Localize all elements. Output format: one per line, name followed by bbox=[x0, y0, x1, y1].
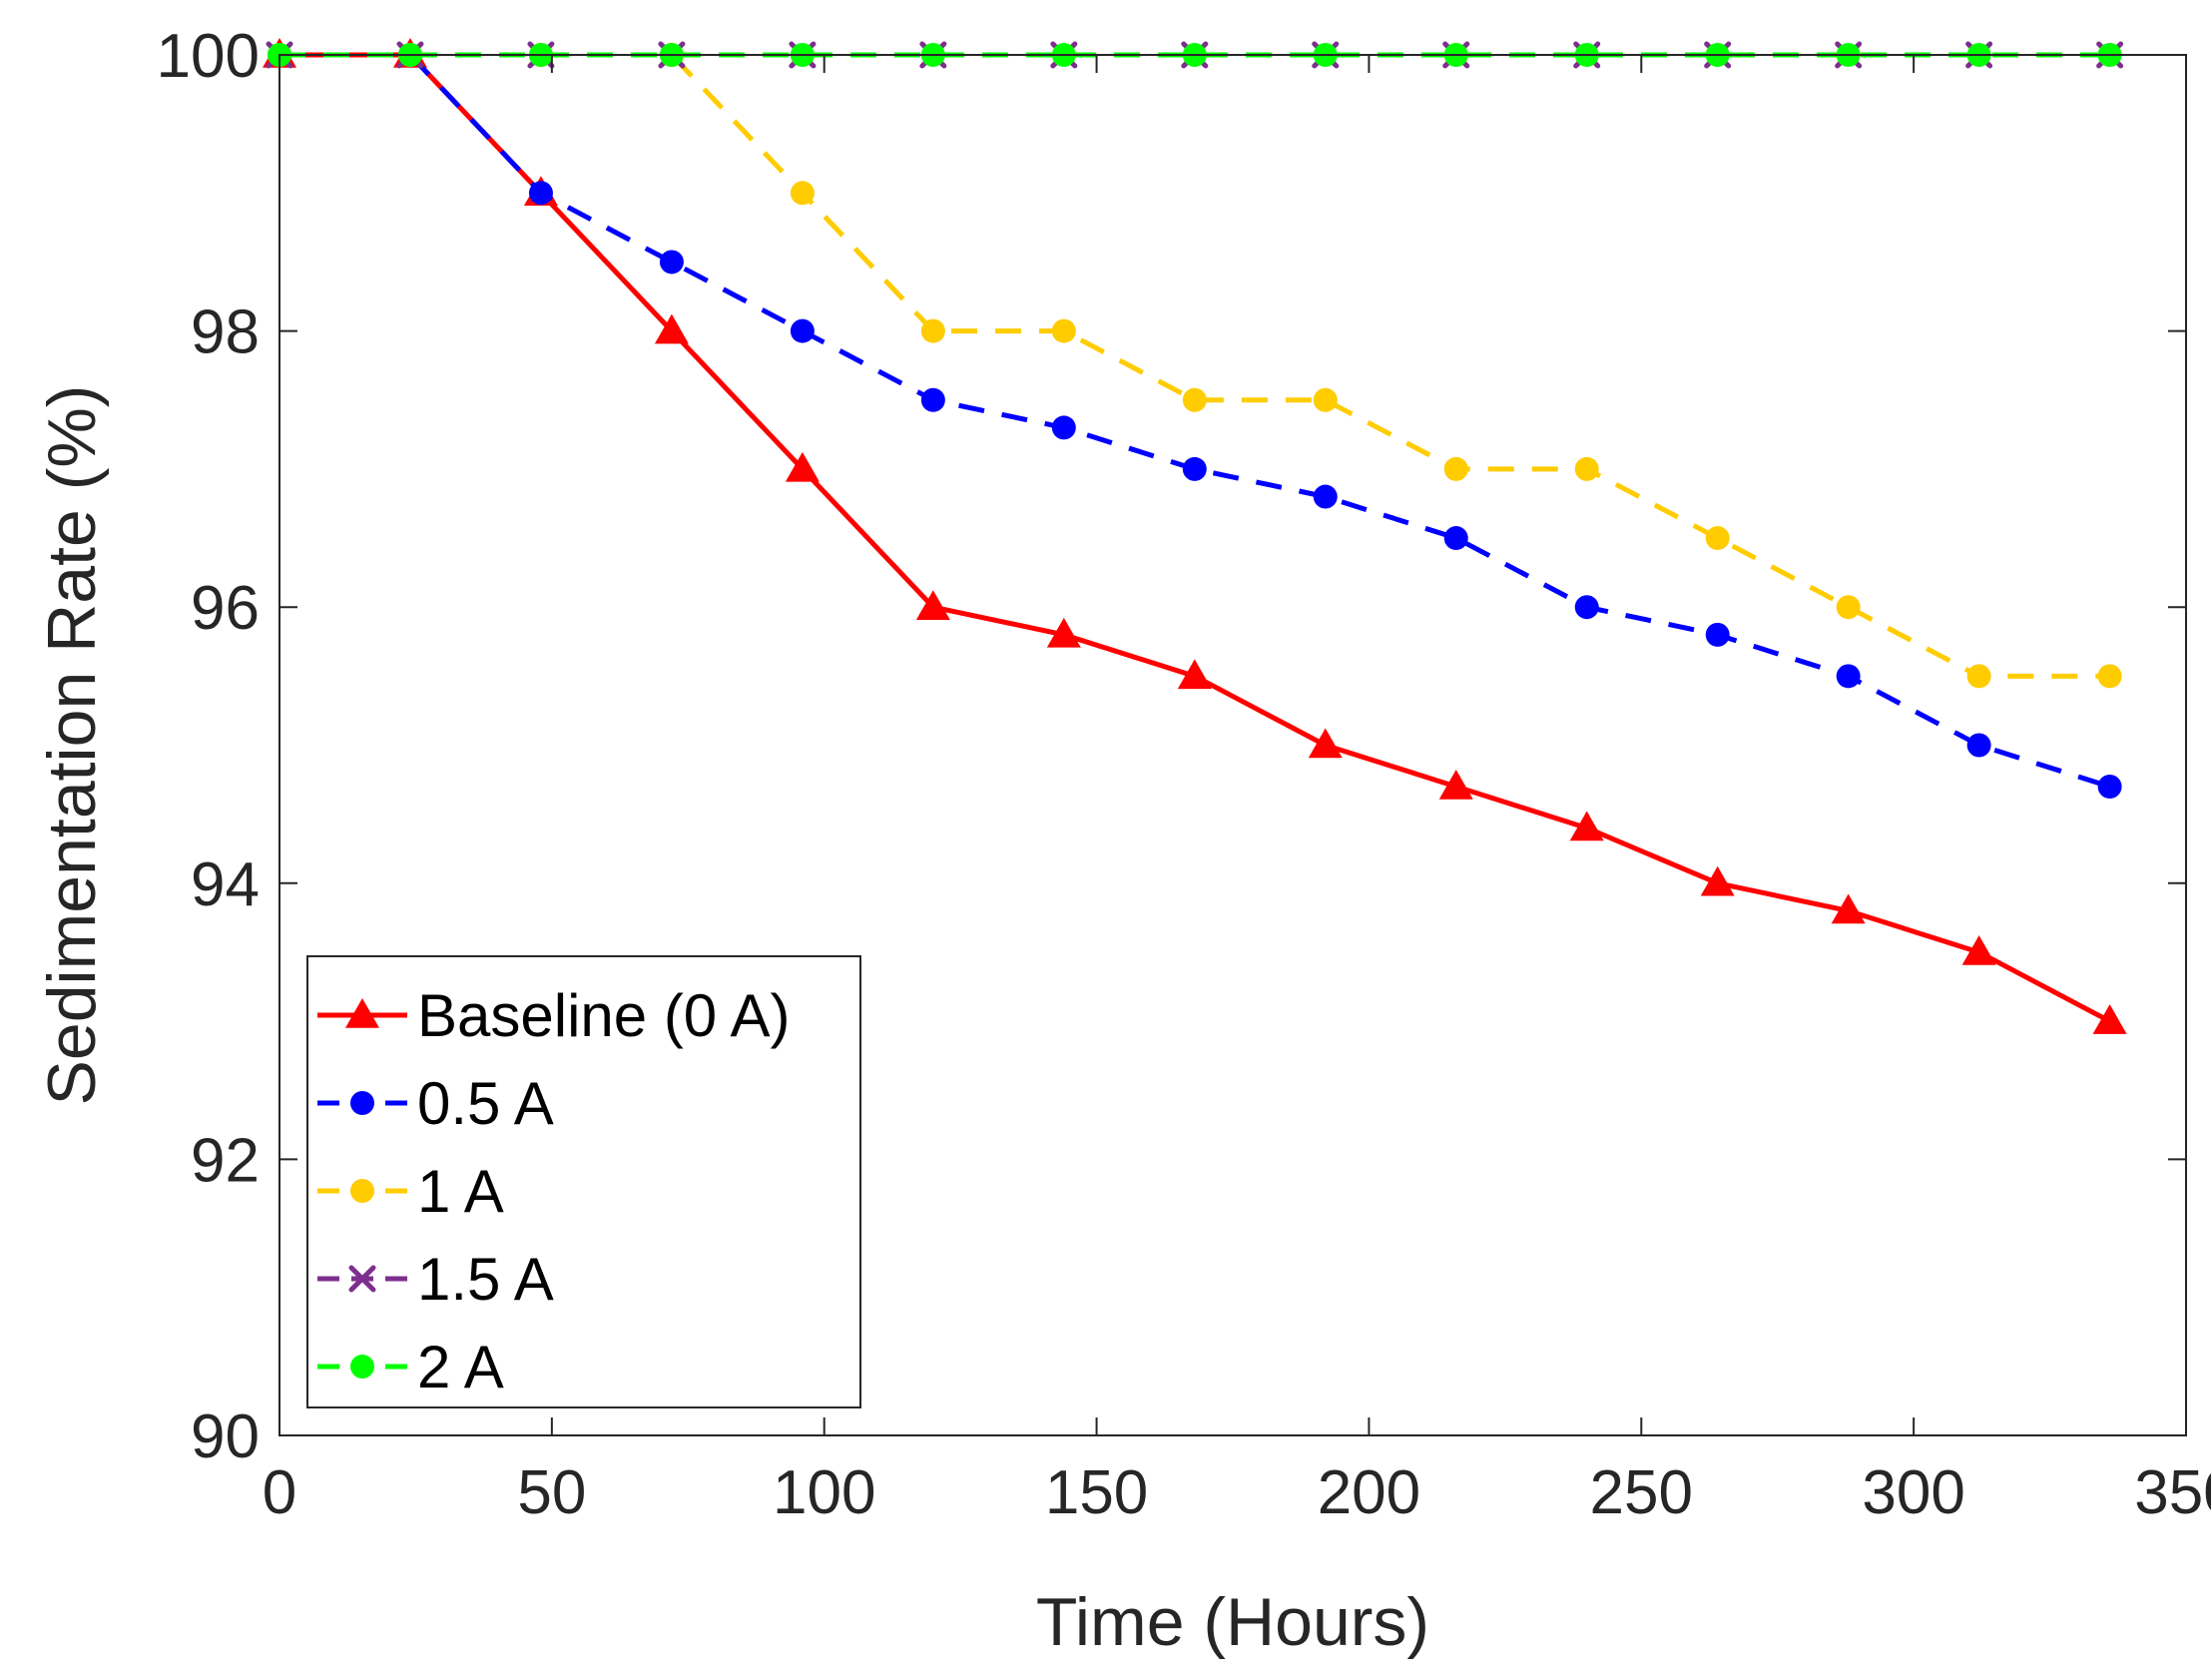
data-point-0-5-a bbox=[1705, 622, 1730, 647]
legend-marker-1-5-a-stroke bbox=[348, 1265, 376, 1293]
legend-label-0-5-a: 0.5 A bbox=[417, 1070, 554, 1137]
y-tick-label: 100 bbox=[157, 22, 260, 91]
y-tick-label: 98 bbox=[191, 298, 260, 367]
axis-ticks: 0 50 100 150 200 250 300 350 90 92 94 96 98 100 bbox=[157, 22, 2211, 1527]
data-point-0-5-a bbox=[1966, 733, 1991, 758]
legend-box bbox=[306, 955, 861, 1408]
data-point-0-5-a bbox=[2097, 774, 2122, 799]
x-tick-label: 350 bbox=[2134, 1458, 2211, 1527]
x-tick-label: 300 bbox=[1862, 1458, 1964, 1527]
data-point-baseline-0-a bbox=[1831, 893, 1866, 924]
legend-marker-0-5-a bbox=[350, 1091, 374, 1115]
data-point-0-5-a bbox=[790, 318, 815, 343]
data-point-baseline-0-a bbox=[785, 451, 820, 482]
data-point-baseline-0-a bbox=[1177, 659, 1212, 690]
legend-entry-1-5-a: 1.5 A bbox=[317, 1246, 554, 1313]
data-point-1-a bbox=[1313, 387, 1338, 412]
x-tick-label: 250 bbox=[1590, 1458, 1693, 1527]
data-point-1-a bbox=[1051, 318, 1076, 343]
data-point-1-a bbox=[1836, 595, 1861, 620]
x-tick-label: 150 bbox=[1045, 1458, 1148, 1527]
legend-label-1-5-a: 1.5 A bbox=[417, 1246, 554, 1313]
legend-marker-2-a bbox=[350, 1355, 374, 1379]
data-point-0-5-a bbox=[1313, 484, 1338, 509]
data-point-0-5-a bbox=[1051, 415, 1076, 440]
y-tick-label: 92 bbox=[191, 1126, 260, 1195]
legend-marker-baseline-0-a bbox=[345, 998, 379, 1028]
data-point-1-a bbox=[1966, 664, 1991, 689]
data-point-0-5-a bbox=[528, 181, 553, 206]
data-point-1-a bbox=[2097, 664, 2122, 689]
data-point-0-5-a bbox=[920, 387, 945, 412]
x-tick-label: 100 bbox=[773, 1458, 875, 1527]
data-point-0-5-a bbox=[659, 250, 684, 275]
y-tick-label: 94 bbox=[191, 850, 260, 919]
legend-entry-0-5-a: 0.5 A bbox=[317, 1070, 554, 1137]
x-tick-label: 0 bbox=[263, 1458, 296, 1527]
legend-label-1-a: 1 A bbox=[417, 1158, 504, 1225]
series-baseline-0-a bbox=[263, 38, 2127, 1034]
data-point-0-5-a bbox=[1182, 456, 1207, 481]
data-point-0-5-a bbox=[1574, 595, 1599, 620]
y-tick-label: 90 bbox=[191, 1402, 260, 1471]
y-axis-title: Sedimentation Rate (%) bbox=[34, 385, 110, 1106]
legend-label-2-a: 2 A bbox=[417, 1334, 504, 1400]
data-point-baseline-0-a bbox=[1961, 934, 1996, 965]
data-point-baseline-0-a bbox=[1700, 865, 1735, 896]
data-point-0-5-a bbox=[1836, 664, 1861, 689]
data-point-1-a bbox=[1182, 387, 1207, 412]
data-point-1-a bbox=[1443, 456, 1468, 481]
data-point-1-a bbox=[1705, 526, 1730, 551]
data-point-1-a bbox=[1574, 456, 1599, 481]
data-point-baseline-0-a bbox=[915, 590, 950, 620]
legend-marker-1-5-a bbox=[348, 1265, 376, 1293]
data-point-0-5-a bbox=[1443, 526, 1468, 551]
data-point-1-a bbox=[920, 318, 945, 343]
axes-box bbox=[278, 54, 2187, 1436]
legend-entry-1-a: 1 A bbox=[317, 1158, 504, 1225]
legend: Baseline (0 A) 0.5 A 1 A 1.5 A 2 A bbox=[306, 955, 861, 1408]
legend-entry-2-a: 2 A bbox=[317, 1334, 504, 1400]
data-point-baseline-0-a bbox=[654, 313, 689, 344]
data-point-baseline-0-a bbox=[1046, 617, 1081, 648]
legend-marker-1-a bbox=[350, 1179, 374, 1203]
data-point-1-a bbox=[790, 181, 815, 206]
data-point-baseline-0-a bbox=[2092, 1004, 2127, 1034]
x-tick-label: 50 bbox=[517, 1458, 586, 1527]
legend-label-baseline-0-a: Baseline (0 A) bbox=[417, 982, 791, 1049]
data-point-baseline-0-a bbox=[1308, 728, 1343, 759]
data-point-baseline-0-a bbox=[1438, 769, 1473, 800]
data-point-baseline-0-a bbox=[1569, 811, 1604, 841]
y-tick-label: 96 bbox=[191, 574, 260, 643]
legend-entry-baseline-0-a: Baseline (0 A) bbox=[317, 982, 791, 1049]
x-axis-title: Time (Hours) bbox=[1036, 1584, 1429, 1660]
x-tick-label: 200 bbox=[1318, 1458, 1420, 1527]
